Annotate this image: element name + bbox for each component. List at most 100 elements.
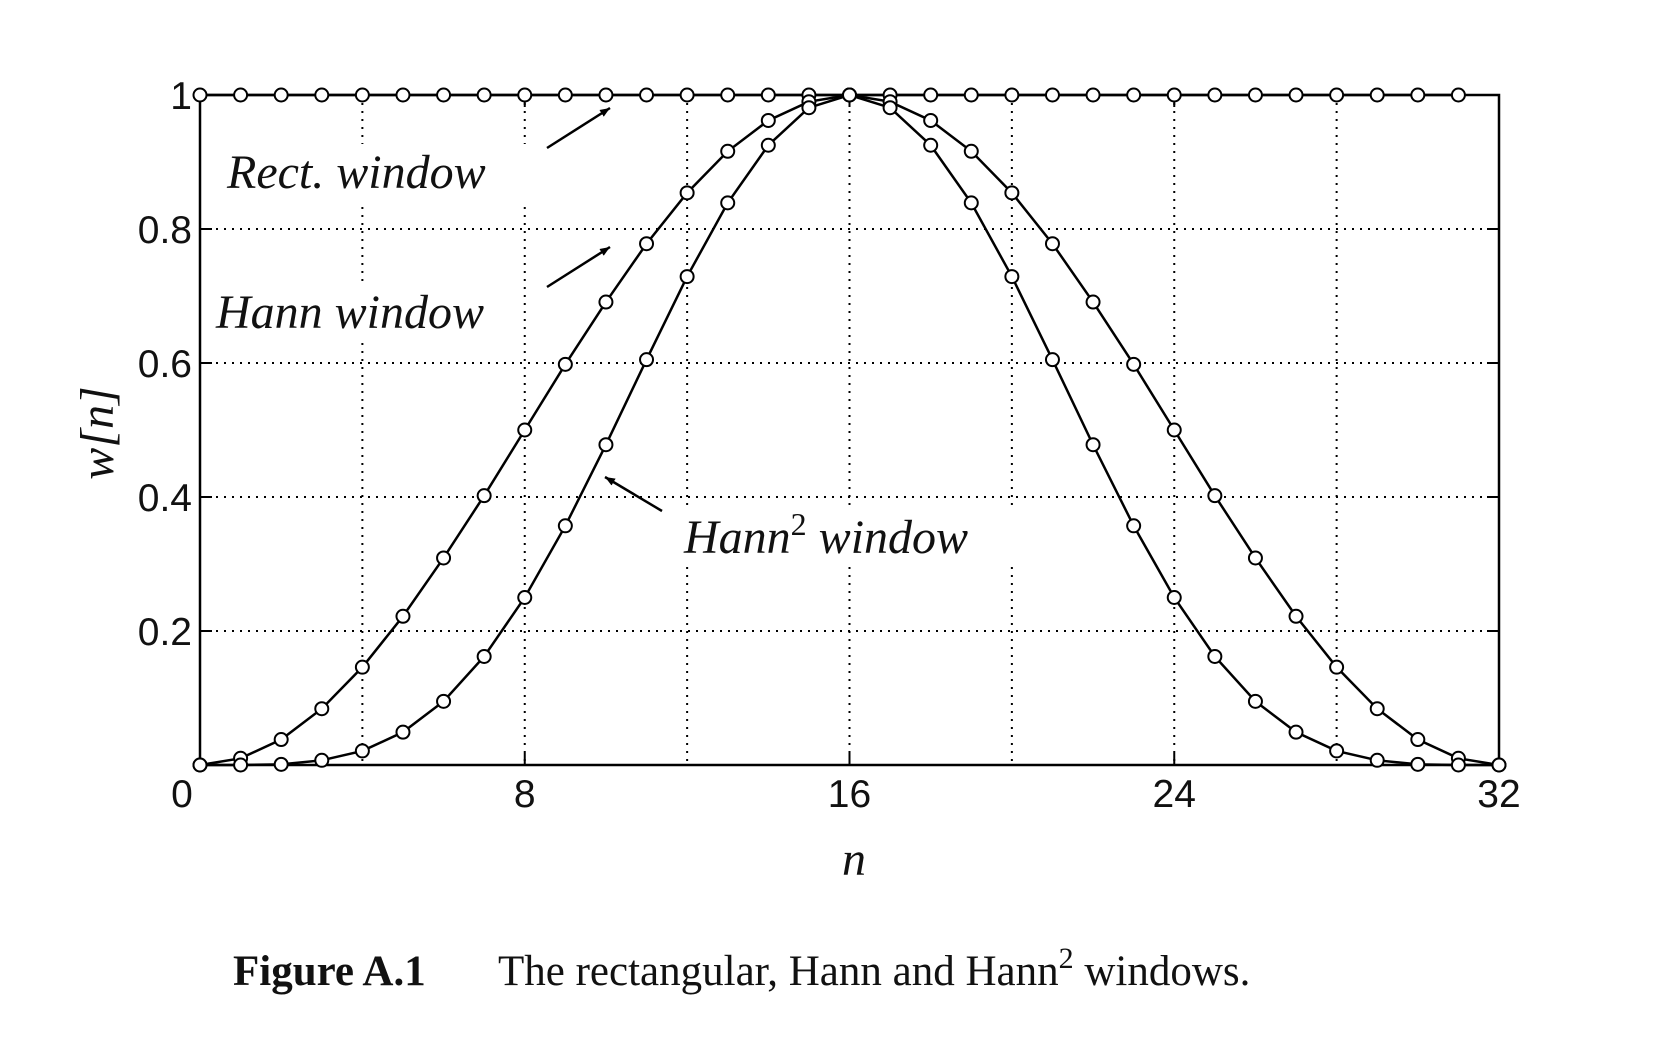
data-point	[1410, 732, 1426, 748]
data-point	[679, 185, 695, 201]
data-point	[273, 87, 289, 103]
data-point	[1329, 743, 1345, 759]
data-point	[354, 659, 370, 675]
annotation: Hann window	[215, 286, 484, 339]
data-point	[1044, 87, 1060, 103]
caption: The rectangular, Hann and Hann2 windows.	[498, 942, 1250, 995]
data-point	[1044, 236, 1060, 252]
data-point	[1329, 659, 1345, 675]
data-point	[720, 87, 736, 103]
data-point	[639, 87, 655, 103]
y-axis-label: w[n]	[71, 386, 124, 479]
data-point	[639, 352, 655, 368]
data-point	[476, 488, 492, 504]
data-point	[395, 608, 411, 624]
data-point	[1369, 752, 1385, 768]
y-tick-label: 0.6	[138, 343, 192, 386]
data-point	[1004, 87, 1020, 103]
data-point	[1207, 87, 1223, 103]
x-axis-label: n	[842, 833, 866, 886]
data-point	[476, 87, 492, 103]
x-tick-label: 8	[514, 773, 536, 816]
data-point	[1166, 422, 1182, 438]
data-point	[923, 137, 939, 153]
annotation-sup: 2	[791, 506, 807, 542]
data-point	[882, 100, 898, 116]
data-point	[192, 757, 208, 773]
data-point	[720, 143, 736, 159]
annotation-arrow	[546, 106, 611, 150]
data-point	[1450, 757, 1466, 773]
data-point	[598, 87, 614, 103]
data-point	[760, 87, 776, 103]
plot-area	[192, 87, 1507, 773]
data-point	[1126, 356, 1142, 372]
data-point	[1247, 87, 1263, 103]
data-point	[1247, 693, 1263, 709]
caption-rest: windows.	[1074, 948, 1251, 995]
data-point	[1410, 756, 1426, 772]
data-point	[598, 294, 614, 310]
caption-label: Figure A.1	[233, 948, 426, 995]
caption-text: The rectangular, Hann and Hann	[498, 948, 1059, 995]
data-point	[1126, 518, 1142, 534]
data-point	[354, 87, 370, 103]
y-tick-label: 0.4	[138, 477, 192, 520]
data-point	[1085, 437, 1101, 453]
data-point	[1166, 590, 1182, 605]
data-point	[233, 87, 249, 103]
data-point	[1410, 87, 1426, 103]
annotation-bg	[208, 284, 518, 342]
data-point	[395, 724, 411, 740]
data-point	[273, 756, 289, 772]
data-point	[436, 693, 452, 709]
data-point	[760, 112, 776, 128]
data-point	[963, 87, 979, 103]
data-point	[842, 87, 857, 103]
data-point	[679, 269, 695, 285]
data-point	[1288, 724, 1304, 740]
data-point	[1491, 757, 1507, 773]
data-point	[639, 236, 655, 252]
data-point	[1085, 294, 1101, 310]
data-point	[598, 437, 614, 453]
labels: 0 8 16 24 32 0.2 0.4 0.6 0.8 1 n w[n] Rect. window Ha…	[71, 75, 1521, 995]
data-point	[314, 87, 330, 103]
data-point	[1288, 608, 1304, 624]
data-point	[1207, 648, 1223, 664]
data-point	[1004, 185, 1020, 201]
data-point	[1044, 352, 1060, 368]
data-point	[557, 356, 573, 372]
data-point	[1166, 87, 1182, 103]
x-tick-label: 24	[1153, 773, 1196, 816]
data-point	[192, 87, 208, 103]
data-point	[1329, 87, 1345, 103]
annotation-text: Hann	[683, 511, 791, 564]
data-point	[1085, 87, 1101, 103]
caption-sup: 2	[1059, 942, 1074, 975]
data-point	[720, 195, 736, 211]
data-point	[395, 87, 411, 103]
data-point	[273, 732, 289, 748]
data-point	[1369, 701, 1385, 717]
data-point	[1126, 87, 1142, 103]
data-point	[233, 757, 249, 773]
data-point	[517, 87, 533, 103]
x-tick-label: 0	[171, 773, 193, 816]
annotation: Hann2 window	[683, 506, 968, 564]
data-point	[923, 87, 939, 103]
annotation-rest: window	[807, 511, 968, 564]
x-tick-label: 16	[828, 773, 871, 816]
data-point	[963, 143, 979, 159]
data-point	[1247, 550, 1263, 566]
data-point	[354, 743, 370, 759]
data-point	[1369, 87, 1385, 103]
data-point	[436, 87, 452, 103]
annotation-bg	[219, 144, 529, 202]
data-point	[314, 701, 330, 717]
data-point	[1207, 488, 1223, 504]
data-point	[1450, 87, 1466, 103]
data-point	[436, 550, 452, 566]
data-point	[517, 590, 533, 605]
